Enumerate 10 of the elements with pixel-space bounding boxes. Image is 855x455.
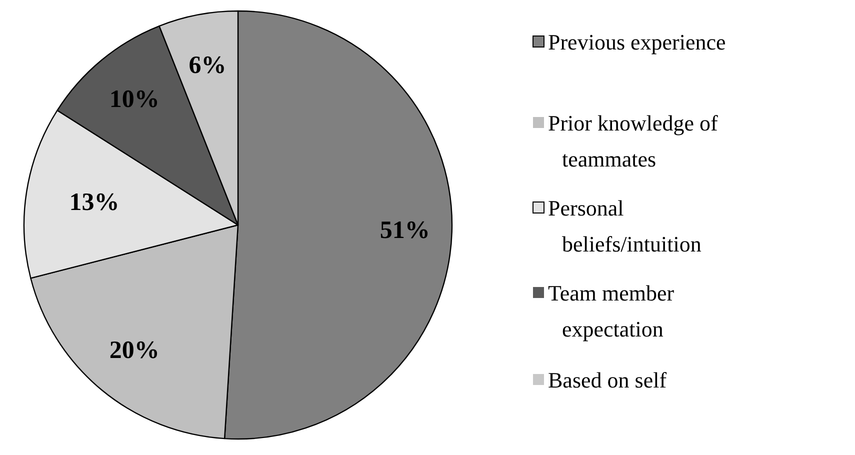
- legend-label: Prior knowledge of teammates: [548, 110, 719, 172]
- legend-label: Previous experience: [548, 30, 726, 54]
- data-label: 10%: [109, 86, 160, 114]
- legend-label: Based on self: [548, 368, 668, 392]
- legend-label: Personal beliefs/intuition: [548, 196, 702, 256]
- legend-label: Team member expectation: [548, 280, 675, 342]
- data-label: 6%: [188, 52, 226, 79]
- data-label: 20%: [109, 336, 160, 364]
- data-label: 51%: [380, 216, 430, 244]
- data-label: 13%: [69, 188, 120, 216]
